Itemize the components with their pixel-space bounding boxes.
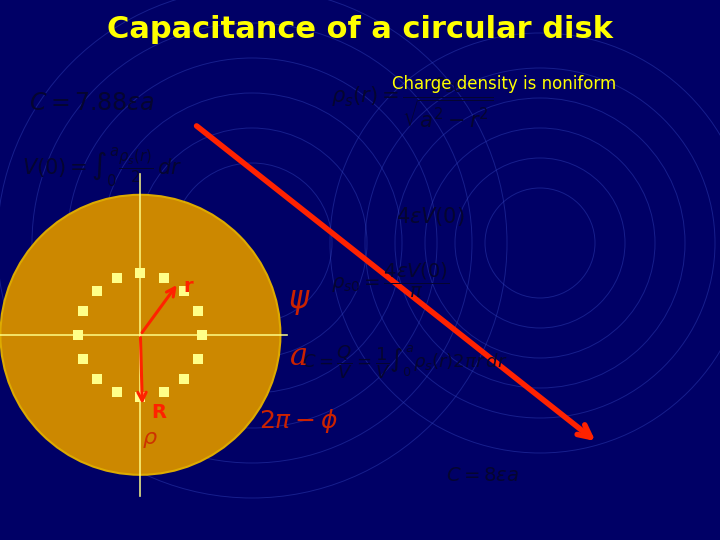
Bar <box>179 286 189 296</box>
Bar <box>179 374 189 383</box>
Bar <box>112 273 122 282</box>
Text: Charge density is noniform: Charge density is noniform <box>392 75 616 93</box>
Text: R: R <box>151 403 166 422</box>
Text: $2\pi - \phi$: $2\pi - \phi$ <box>259 407 338 435</box>
Text: $\rho$: $\rho$ <box>143 430 158 450</box>
Text: $C = \dfrac{Q}{V} = \dfrac{1}{V}\int_0^a \rho_s(r) 2\pi r\,dr$: $C = \dfrac{Q}{V} = \dfrac{1}{V}\int_0^a… <box>302 343 508 381</box>
Bar <box>78 306 88 316</box>
Text: $\psi$: $\psi$ <box>287 288 310 317</box>
Text: a: a <box>289 341 308 372</box>
Text: $\rho_{s0} = \dfrac{4\varepsilon V(0)}{\pi}$: $\rho_{s0} = \dfrac{4\varepsilon V(0)}{\… <box>331 261 450 300</box>
Text: Capacitance of a circular disk: Capacitance of a circular disk <box>107 15 613 44</box>
Bar <box>112 387 122 397</box>
Bar <box>73 330 84 340</box>
Circle shape <box>1 195 280 475</box>
Bar <box>197 330 207 340</box>
Bar <box>159 387 169 397</box>
Text: $C = 7.88\varepsilon a$: $C = 7.88\varepsilon a$ <box>29 91 154 114</box>
Text: $C = 8\varepsilon a$: $C = 8\varepsilon a$ <box>446 465 520 485</box>
Text: $\rho_s(r) = \dfrac{\rho_{s0}}{\sqrt{a^2 - r^2}}$: $\rho_s(r) = \dfrac{\rho_{s0}}{\sqrt{a^2… <box>331 76 493 130</box>
Bar <box>159 273 169 282</box>
Bar <box>135 392 145 402</box>
Bar <box>193 354 203 363</box>
Bar <box>78 354 88 363</box>
Bar <box>91 374 102 383</box>
Bar <box>91 286 102 296</box>
Text: $4\varepsilon V(0)$: $4\varepsilon V(0)$ <box>396 205 464 227</box>
Text: r: r <box>184 278 193 296</box>
Bar <box>135 268 145 278</box>
Text: $V(0) = \int_0^a \frac{\rho_s(r)}{2}\,dr$: $V(0) = \int_0^a \frac{\rho_s(r)}{2}\,dr… <box>22 146 181 189</box>
Bar <box>193 306 203 316</box>
